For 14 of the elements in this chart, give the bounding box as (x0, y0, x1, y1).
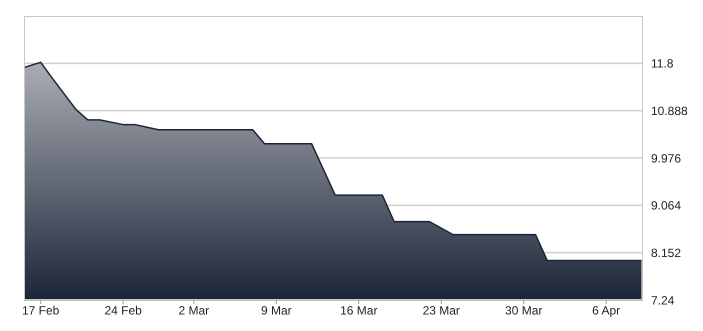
y-tick-label: 9.976 (651, 151, 682, 166)
x-tick-label: 9 Mar (260, 304, 292, 318)
x-tick-label: 23 Mar (422, 304, 460, 318)
x-tick-label: 16 Mar (340, 304, 378, 318)
x-tick-label: 24 Feb (104, 304, 142, 318)
y-tick-label: 7.24 (651, 293, 675, 308)
x-tick-label: 17 Feb (22, 304, 60, 318)
x-tick-label: 6 Apr (592, 304, 620, 318)
y-tick-label: 11.8 (651, 56, 674, 71)
y-tick-label: 10.888 (651, 104, 688, 118)
y-tick-label: 9.064 (651, 198, 682, 213)
x-tick-label: 30 Mar (505, 304, 542, 318)
x-tick-label: 2 Mar (178, 304, 210, 318)
y-tick-label: 8.152 (651, 246, 682, 260)
